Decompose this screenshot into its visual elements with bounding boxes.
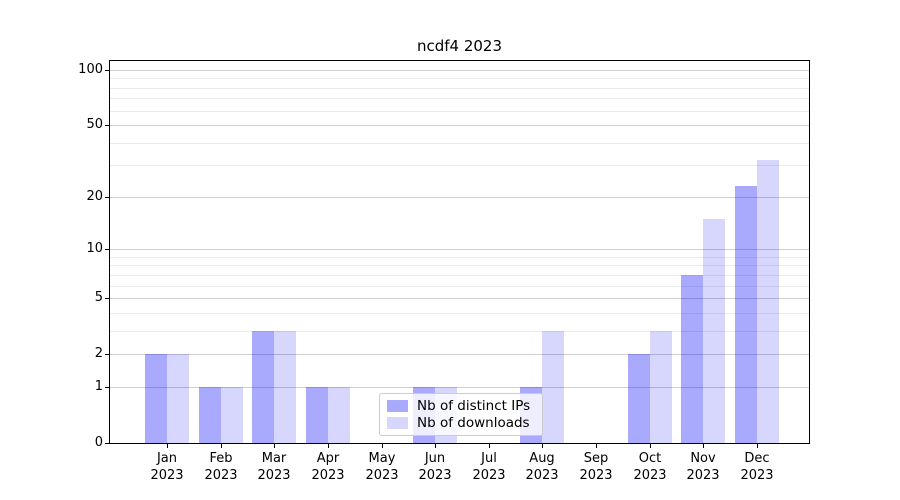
gridline-minor (110, 98, 809, 99)
gridline-major (110, 387, 809, 388)
x-tick-label: Sep 2023 (579, 451, 613, 483)
x-tick-label: Dec 2023 (740, 451, 774, 483)
bar-jan-downloads (167, 354, 189, 443)
gridline-minor (110, 265, 809, 266)
x-tick-label: May 2023 (365, 451, 399, 483)
gridline-minor (110, 275, 809, 276)
legend-label-distinct-ips: Nb of distinct IPs (417, 398, 531, 415)
y-tick-label: 1 (94, 379, 103, 394)
gridline-major (110, 125, 809, 126)
y-tick-label: 50 (86, 117, 103, 132)
bar-feb-downloads (221, 387, 243, 443)
y-tick-label: 20 (86, 189, 103, 204)
x-tick-mark (328, 444, 329, 448)
bar-oct-downloads (650, 331, 672, 443)
x-tick-mark (489, 444, 490, 448)
bar-apr-downloads (328, 387, 350, 443)
gridline-major (110, 298, 809, 299)
x-tick-mark (757, 444, 758, 448)
y-tick-mark (105, 70, 109, 71)
y-tick-mark (105, 298, 109, 299)
legend-row: Nb of downloads (387, 415, 534, 431)
gridline-minor (110, 165, 809, 166)
bar-feb-distinct-ips (199, 387, 221, 443)
y-tick-label: 2 (94, 346, 103, 361)
plot-area: Nb of distinct IPs Nb of downloads (109, 60, 810, 444)
x-tick-mark (167, 444, 168, 448)
chart-title: ncdf4 2023 (416, 37, 503, 55)
x-tick-label: Oct 2023 (633, 451, 667, 483)
y-tick-label: 5 (94, 290, 103, 305)
bar-nov-distinct-ips (681, 275, 703, 443)
legend-row: Nb of distinct IPs (387, 398, 534, 414)
x-tick-mark (703, 444, 704, 448)
x-tick-label: Aug 2023 (525, 451, 559, 483)
legend-label-downloads: Nb of downloads (417, 414, 530, 431)
gridline-minor (110, 111, 809, 112)
bar-dec-downloads (757, 160, 779, 443)
y-tick-mark (105, 387, 109, 388)
x-tick-label: Jul 2023 (472, 451, 506, 483)
gridline-minor (110, 313, 809, 314)
x-tick-label: Feb 2023 (204, 451, 238, 483)
x-tick-label: Jun 2023 (418, 451, 452, 483)
gridline-major (110, 70, 809, 71)
x-tick-label: Nov 2023 (686, 451, 720, 483)
x-tick-mark (221, 444, 222, 448)
bar-nov-downloads (703, 219, 725, 443)
legend-swatch-distinct-ips-icon (387, 400, 408, 413)
gridline-major (110, 249, 809, 250)
y-tick-label: 100 (78, 62, 103, 77)
x-tick-mark (435, 444, 436, 448)
bar-mar-distinct-ips (252, 331, 274, 443)
y-tick-mark (105, 249, 109, 250)
bar-dec-distinct-ips (735, 186, 757, 443)
gridline-minor (110, 286, 809, 287)
x-tick-label: Mar 2023 (257, 451, 291, 483)
x-tick-mark (382, 444, 383, 448)
x-tick-mark (596, 444, 597, 448)
y-tick-mark (105, 354, 109, 355)
bar-aug-downloads (542, 331, 564, 443)
x-tick-mark (274, 444, 275, 448)
bar-apr-distinct-ips (306, 387, 328, 443)
y-tick-mark (105, 125, 109, 126)
x-tick-label: Jan 2023 (150, 451, 184, 483)
gridline-minor (110, 331, 809, 332)
y-tick-mark (105, 443, 109, 444)
gridline-minor (110, 88, 809, 89)
gridline-minor (110, 78, 809, 79)
y-tick-mark (105, 197, 109, 198)
bar-oct-distinct-ips (628, 354, 650, 443)
bar-jan-distinct-ips (145, 354, 167, 443)
x-tick-mark (650, 444, 651, 448)
x-tick-mark (542, 444, 543, 448)
gridline-major (110, 354, 809, 355)
bar-mar-downloads (274, 331, 296, 443)
legend-swatch-downloads-icon (387, 416, 408, 429)
legend: Nb of distinct IPs Nb of downloads (379, 393, 543, 436)
y-tick-label: 10 (86, 241, 103, 256)
gridline-minor (110, 257, 809, 258)
y-tick-label: 0 (94, 435, 103, 450)
x-tick-label: Apr 2023 (311, 451, 345, 483)
gridline-minor (110, 143, 809, 144)
gridline-major (110, 197, 809, 198)
